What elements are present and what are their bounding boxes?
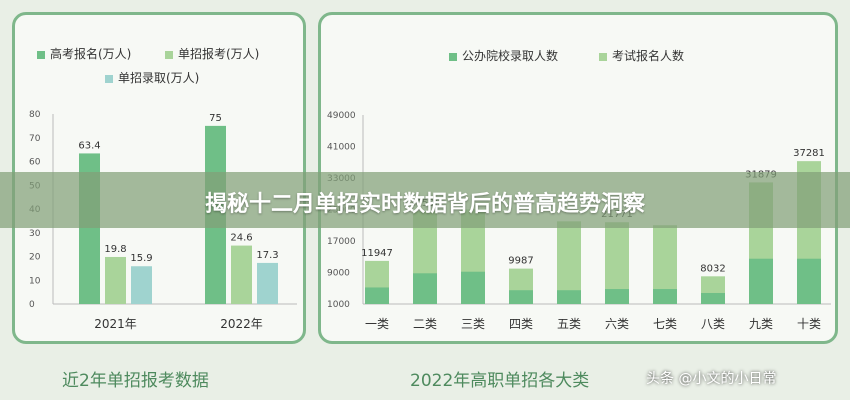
y-tick-label: 17000: [327, 237, 356, 247]
bar-public-admissions: [557, 290, 581, 304]
y-tick-label: 30: [29, 229, 41, 239]
legend-swatch-light-green: [599, 52, 607, 61]
x-category-label: 三类: [461, 317, 485, 331]
legend-label: 公办院校录取人数: [462, 49, 559, 63]
x-category-label: 十类: [797, 317, 821, 331]
bar-public-admissions: [653, 289, 677, 304]
x-category-label: 四类: [509, 317, 533, 331]
bar-public-admissions: [365, 287, 389, 304]
legend-label: 单招报考(万人): [178, 47, 260, 61]
x-category-label: 九类: [749, 317, 773, 331]
legend-swatch-dark-green: [37, 50, 45, 59]
y-tick-label: 41000: [327, 143, 356, 153]
banner-title: 揭秘十二月单招实时数据背后的普高趋势洞察: [204, 192, 645, 217]
y-tick-label: 49000: [327, 111, 356, 121]
bar: [131, 266, 152, 304]
x-category-label: 2022年: [220, 317, 263, 331]
bar: [257, 262, 278, 304]
y-tick-label: 20: [29, 253, 41, 263]
y-tick-label: 0: [29, 300, 35, 310]
legend-item-danzhao-baokao: 单招报考(万人): [165, 45, 259, 62]
data-label: 11947: [361, 248, 393, 259]
bar: [105, 256, 126, 304]
y-tick-label: 70: [29, 134, 41, 144]
y-tick-label: 1000: [327, 300, 350, 310]
caption-left: 近2年单招报考数据: [62, 371, 209, 391]
data-label: 19.8: [104, 244, 126, 255]
data-label: 17.3: [256, 250, 278, 261]
bar-public-admissions: [509, 290, 533, 304]
legend-label: 高考报名(万人): [50, 47, 132, 61]
bar-public-admissions: [701, 292, 725, 304]
legend-label: 考试报名人数: [612, 49, 685, 63]
y-tick-label: 10: [29, 276, 41, 286]
bar-public-admissions: [461, 271, 485, 304]
data-label: 8032: [700, 263, 725, 274]
data-label: 9987: [508, 256, 533, 267]
legend-swatch-teal: [105, 74, 113, 83]
x-category-label: 一类: [365, 317, 389, 331]
bar-public-admissions: [605, 289, 629, 304]
data-label: 37281: [793, 148, 825, 159]
legend-swatch-dark-green: [449, 52, 457, 61]
legend-item-gongban: 公办院校录取人数: [449, 47, 558, 64]
legend-item-kaoshi: 考试报名人数: [599, 47, 684, 64]
data-label: 63.4: [78, 140, 100, 151]
bar-public-admissions: [797, 258, 821, 304]
y-tick-label: 60: [29, 158, 41, 168]
legend-item-danzhao-luqu: 单招录取(万人): [105, 69, 199, 86]
y-tick-label: 80: [29, 110, 41, 120]
data-label: 24.6: [230, 233, 252, 244]
x-category-label: 七类: [653, 317, 677, 331]
legend-item-gaokao: 高考报名(万人): [37, 45, 131, 62]
caption-right: 2022年高职单招各大类: [410, 371, 590, 391]
bar-public-admissions: [413, 273, 437, 304]
x-category-label: 五类: [557, 317, 581, 331]
legend-swatch-light-green: [165, 50, 173, 59]
bar: [231, 245, 252, 304]
data-label: 75: [209, 113, 222, 124]
watermark-text: 头条 @小文的小日常: [646, 371, 777, 387]
bar-public-admissions: [749, 258, 773, 304]
title-banner: 揭秘十二月单招实时数据背后的普高趋势洞察: [0, 172, 850, 228]
x-category-label: 二类: [413, 317, 437, 331]
data-label: 15.9: [130, 253, 152, 264]
x-category-label: 八类: [701, 317, 725, 331]
x-category-label: 2021年: [94, 317, 137, 331]
y-tick-label: 9000: [327, 269, 350, 279]
legend-label: 单招录取(万人): [118, 71, 200, 85]
x-category-label: 六类: [605, 317, 629, 331]
